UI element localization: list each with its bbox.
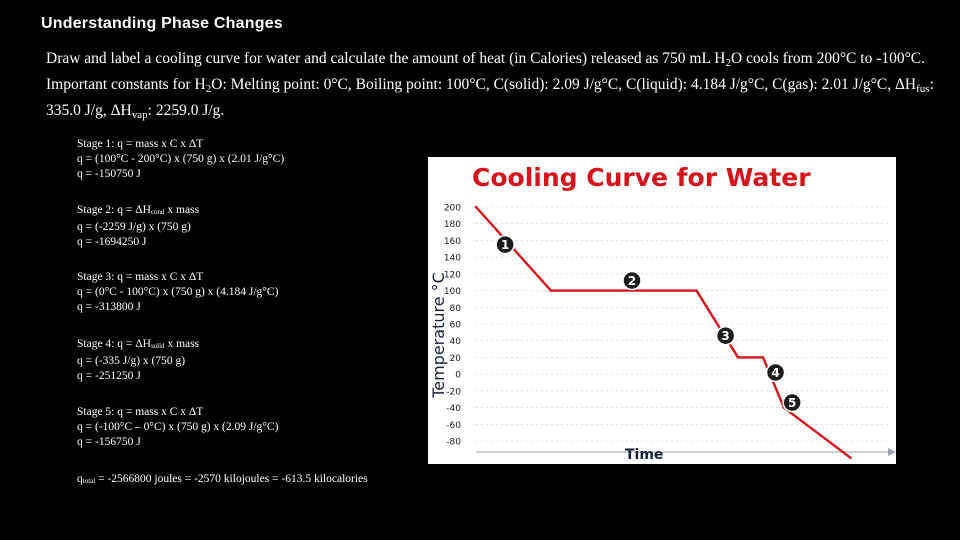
problem-sub-fus: fus — [916, 83, 930, 95]
total-heat: qtotal = -2566800 joules = -2570 kilojou… — [77, 472, 368, 489]
cooling-curve-line — [475, 206, 852, 459]
stage-badge-circle — [782, 392, 802, 413]
data-point — [736, 356, 740, 359]
stage-5-substitution: q = (-100°C – 0°C) x (750 g) x (2.09 J/g… — [77, 421, 279, 433]
stage-1-substitution: q = (100°C - 200°C) x (750 g) x (2.01 J/… — [77, 153, 285, 165]
stage-5-result: q = -156750 J — [77, 436, 141, 448]
y-tick-label: 120 — [444, 270, 461, 280]
stage-4-formula-sub: solid — [150, 342, 165, 350]
problem-sub-2: 2 — [205, 83, 212, 95]
y-tick-label: 80 — [450, 304, 462, 314]
stage-badges: 1 2 3 4 5 — [495, 234, 802, 413]
problem-sub-vap: vap — [131, 109, 148, 121]
problem-text-5: : 2259.0 J/g. — [147, 102, 225, 119]
stage-badge-label: 2 — [628, 274, 636, 288]
data-point — [474, 205, 478, 209]
problem-text-4: : 335.0 J/g, ΔH — [46, 76, 934, 119]
stage-badge-label: 4 — [771, 366, 779, 380]
stage-badge-1: 1 — [495, 234, 515, 255]
stage-2-formula-sub: cond — [150, 208, 165, 216]
stage-badge-3: 3 — [715, 325, 736, 346]
y-tick-label: 40 — [450, 337, 462, 347]
total-sub: total — [82, 477, 96, 485]
stage-badge-label: 3 — [721, 329, 729, 343]
y-tick-label: 200 — [444, 204, 461, 214]
stage-badge-circle — [495, 234, 515, 255]
stage-2-block: Stage 2: q = ΔHcond x mass q = (-2259 J/… — [77, 203, 199, 250]
total-value: = -2566800 joules = -2570 kilojoules = -… — [95, 473, 368, 485]
stage-4-formula-a: Stage 4: q = ΔH — [77, 338, 151, 350]
chart-title: Cooling Curve for Water — [472, 163, 811, 192]
y-tick-label: -60 — [446, 421, 461, 431]
stage-badge-circle — [765, 362, 786, 383]
cooling-curve-chart: Cooling Curve for Water 200 180 160 140 120 1… — [428, 157, 896, 464]
stage-2-result: q = -1694250 J — [77, 236, 147, 248]
stage-5-block: Stage 5: q = mass x C x ΔT q = (-100°C –… — [77, 405, 278, 450]
y-tick-label: 60 — [450, 321, 462, 331]
stage-4-substitution: q = (-335 J/g) x (750 g) — [77, 355, 186, 367]
problem-text-2: O cools from 200°C to -100°C. Important … — [46, 50, 926, 93]
stage-badge-circle — [715, 325, 736, 346]
y-tick-label: 20 — [450, 354, 462, 364]
gridlines — [476, 206, 892, 442]
total-q: q — [77, 473, 83, 485]
stage-4-block: Stage 4: q = ΔHsolid x mass q = (-335 J/… — [77, 337, 199, 384]
stage-2-substitution: q = (-2259 J/g) x (750 g) — [77, 221, 191, 233]
stage-badge-5: 5 — [782, 392, 802, 413]
data-point — [761, 356, 765, 359]
time-axis-arrow-icon — [888, 448, 896, 456]
stage-1-result: q = -150750 J — [77, 168, 141, 180]
y-tick-label: 180 — [444, 220, 461, 230]
problem-text-1: Draw and label a cooling curve for water… — [46, 50, 726, 67]
series-layer — [474, 205, 852, 460]
stage-3-result: q = -313800 J — [77, 301, 141, 313]
stage-badge-2: 2 — [622, 270, 642, 291]
slide-title: Understanding Phase Changes — [41, 15, 283, 32]
y-tick-label: -80 — [446, 438, 461, 448]
stage-1-block: Stage 1: q = mass x C x ΔT q = (100°C - … — [77, 137, 284, 182]
problem-text-3: O: Melting point: 0°C, Boiling point: 10… — [211, 76, 917, 93]
stage-2-formula-b: x mass — [164, 204, 200, 216]
stage-3-substitution: q = (0°C - 100°C) x (750 g) x (4.184 J/g… — [77, 286, 279, 298]
problem-sub-1: 2 — [725, 57, 731, 69]
stage-badge-label: 5 — [788, 396, 796, 410]
stage-badge-4: 4 — [765, 362, 786, 383]
y-tick-label: 0 — [455, 371, 461, 381]
data-point — [695, 289, 698, 292]
stage-2-formula-a: Stage 2: q = ΔH — [77, 204, 151, 216]
y-tick-label: 160 — [444, 237, 461, 247]
stage-1-formula: Stage 1: q = mass x C x ΔT — [77, 138, 204, 150]
y-tick-label: -20 — [446, 387, 461, 397]
stage-3-block: Stage 3: q = mass x C x ΔT q = (0°C - 10… — [77, 270, 278, 315]
y-tick-label: 140 — [444, 254, 461, 264]
y-tick-label: 100 — [444, 287, 461, 297]
stage-badge-circle — [622, 270, 642, 291]
stage-badge-label: 1 — [501, 238, 509, 252]
data-point — [849, 456, 852, 460]
y-axis-label: Temperature °C — [429, 272, 448, 399]
problem-statement: Draw and label a cooling curve for water… — [46, 48, 936, 126]
y-tick-label: -40 — [446, 404, 461, 414]
stage-4-formula: Stage 4: q = ΔHsolid x mass — [77, 337, 199, 354]
chart-svg: Cooling Curve for Water 2001801601401201… — [429, 163, 896, 463]
data-point — [549, 289, 553, 292]
x-axis-label: Time — [625, 447, 663, 463]
stage-4-formula-b: x mass — [164, 338, 200, 350]
stage-5-formula: Stage 5: q = mass x C x ΔT — [77, 406, 204, 418]
stage-3-formula: Stage 3: q = mass x C x ΔT — [77, 271, 204, 283]
stage-2-formula: Stage 2: q = ΔHcond x mass — [77, 203, 199, 220]
stage-4-result: q = -251250 J — [77, 370, 141, 382]
